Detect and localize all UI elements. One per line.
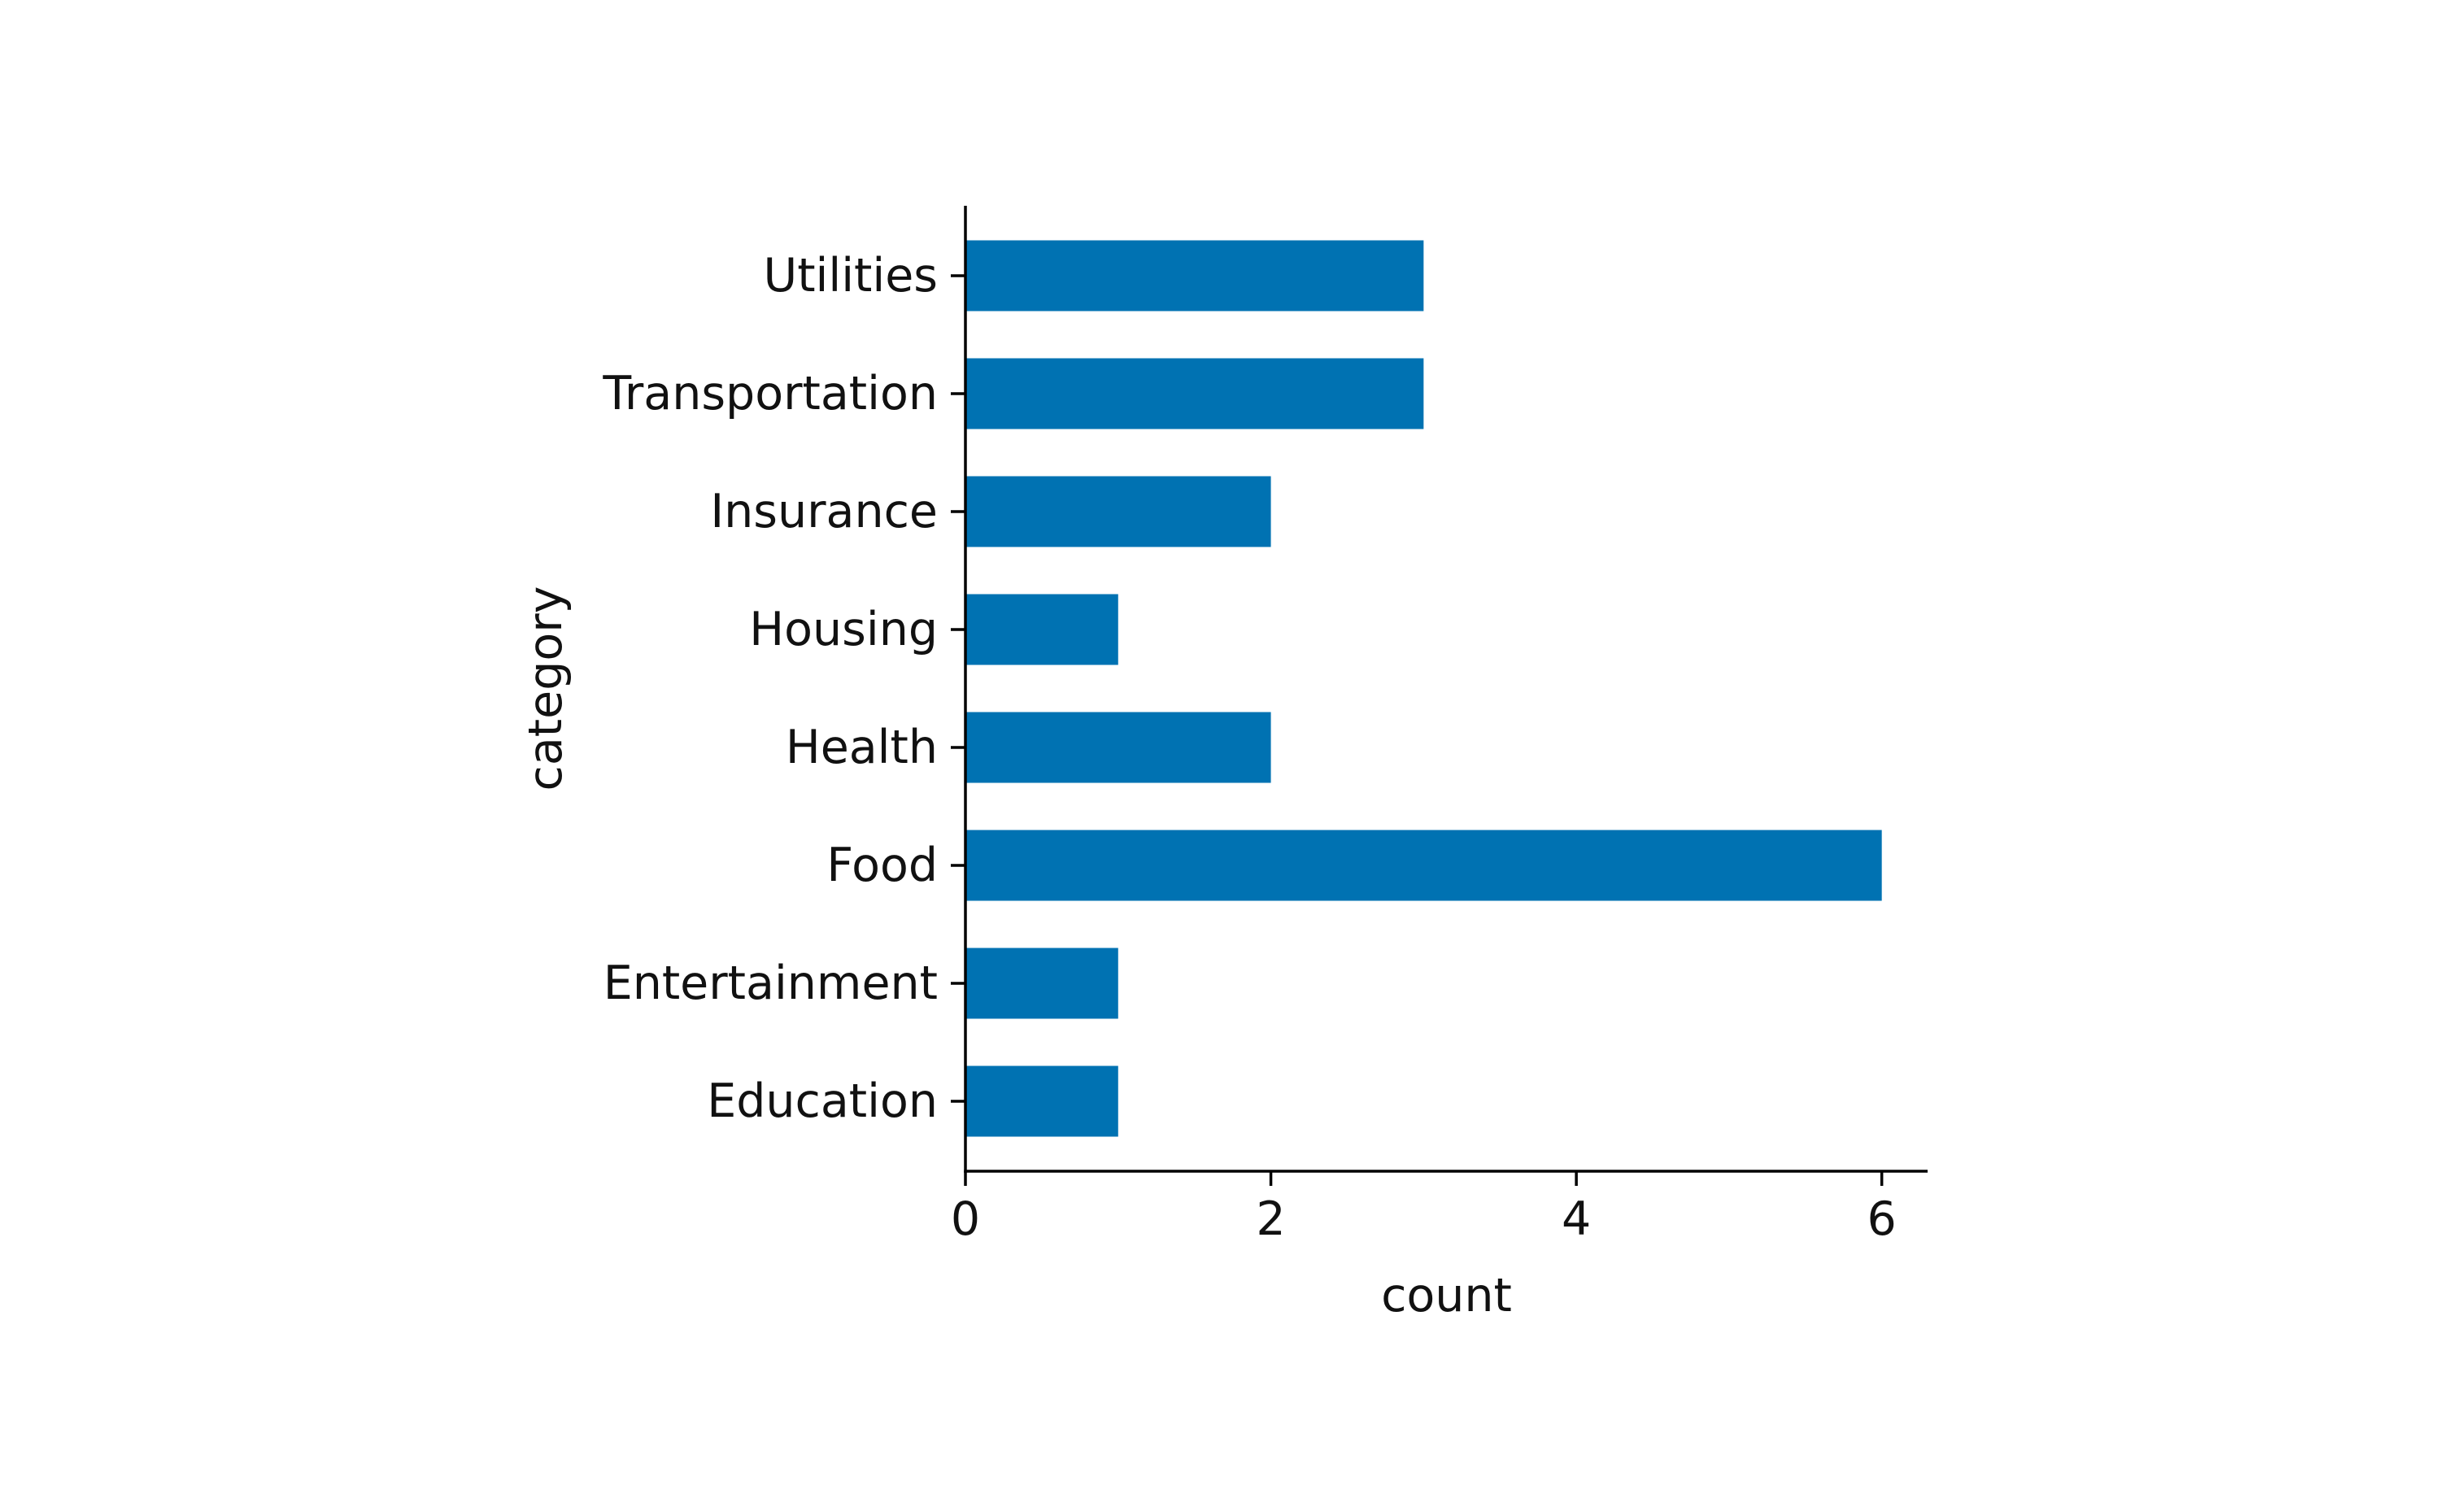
x-axis-title: count — [1381, 1269, 1512, 1322]
bar-entertainment — [965, 948, 1118, 1019]
bar-food — [965, 830, 1882, 901]
bar-housing — [965, 594, 1118, 665]
y-tick-label: Transportation — [602, 367, 938, 420]
x-tick-label: 6 — [1867, 1192, 1897, 1246]
y-axis-ticks: Utilities Transportation Insurance Housing H… — [602, 249, 965, 1128]
bar-transportation — [965, 358, 1424, 429]
bar-education — [965, 1065, 1118, 1137]
y-axis-title: category — [519, 586, 573, 791]
y-tick-label: Utilities — [763, 249, 938, 303]
bars-layer — [965, 240, 1882, 1137]
bar-utilities — [965, 240, 1424, 312]
bar-health — [965, 712, 1271, 783]
y-tick-label: Food — [826, 839, 938, 892]
y-tick-label: Education — [707, 1074, 938, 1128]
x-tick-label: 2 — [1256, 1192, 1285, 1246]
y-tick-label: Insurance — [710, 485, 938, 538]
y-tick-label: Entertainment — [603, 956, 938, 1010]
x-tick-label: 4 — [1562, 1192, 1591, 1246]
y-tick-label: Housing — [749, 603, 938, 656]
bar-insurance — [965, 476, 1271, 547]
x-axis-ticks: 0 2 4 6 — [951, 1171, 1897, 1246]
y-tick-label: Health — [786, 721, 938, 774]
x-tick-label: 0 — [951, 1192, 980, 1246]
